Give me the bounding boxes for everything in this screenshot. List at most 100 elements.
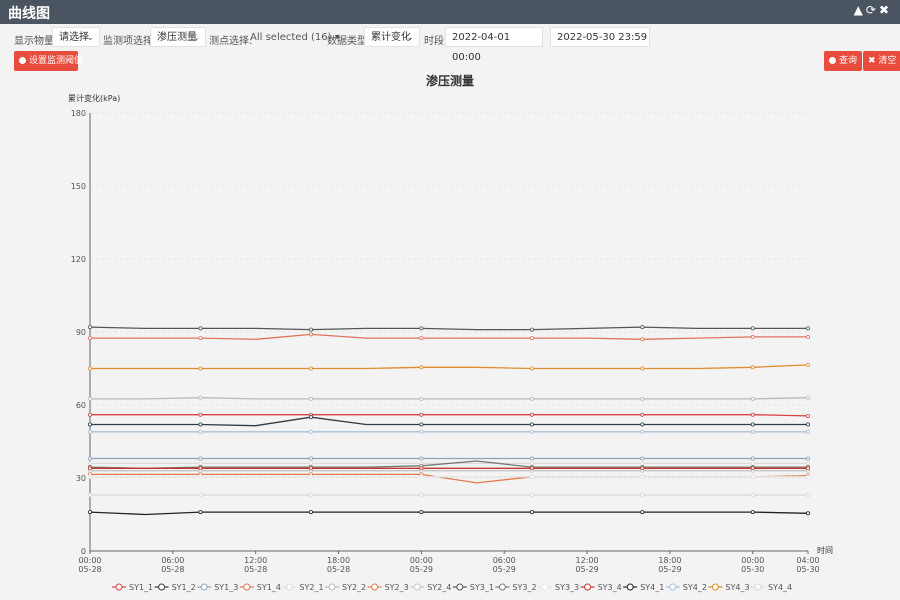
data-point-sy3_4	[308, 466, 313, 471]
x-tick-label-date: 05-28	[161, 565, 184, 574]
data-point-sy4_2	[419, 429, 424, 434]
start-time-input[interactable]: 2022-04-01 00:00	[445, 27, 543, 63]
point-label: 测点选择:	[209, 36, 253, 47]
data-point-sy3_1	[529, 327, 534, 332]
point-select[interactable]: All selected (16) ▾	[250, 32, 340, 43]
data-point-sy2_2	[419, 396, 424, 401]
chevron-down-icon: ⌄	[406, 33, 414, 43]
data-point-sy4_1	[529, 510, 534, 515]
x-tick-label-time: 12:00	[244, 556, 267, 565]
data-point-sy4_3	[806, 362, 811, 367]
data-point-sy1_3	[198, 456, 203, 461]
series-line-sy3_2	[89, 460, 808, 469]
legend-label: SY3_1	[470, 583, 494, 592]
threshold-button-label: 设置监测阈值	[29, 56, 84, 66]
data-point-sy4_1	[750, 510, 755, 515]
x-tick-label-time: 00:00	[741, 556, 764, 565]
data-point-sy4_2	[750, 429, 755, 434]
data-point-sy3_3	[419, 474, 424, 479]
caret-down-icon: ▾	[334, 32, 340, 43]
legend-label: SY4_1	[640, 583, 664, 592]
series-line-sy2_3	[90, 473, 809, 484]
legend-label: SY1_4	[257, 583, 281, 592]
close-icon[interactable]: ✖	[878, 3, 892, 17]
collapse-icon[interactable]: ▲	[853, 3, 866, 17]
end-time-input[interactable]: 2022-05-30 23:59	[550, 27, 650, 47]
data-point-sy1_4	[640, 337, 645, 342]
data-point-sy4_3	[198, 366, 203, 371]
clear-button[interactable]: ✖ 清空	[863, 51, 900, 71]
data-point-sy3_1	[308, 327, 313, 332]
axes: 030609012015018000:0005-2806:0005-2812:0…	[71, 109, 820, 574]
data-point-sy2_2	[750, 396, 755, 401]
series-line-sy1_4	[90, 333, 808, 340]
data-point-sy3_4	[419, 466, 424, 471]
datatype-label: 数据类型:	[327, 36, 371, 47]
data-point-sy3_1	[806, 326, 811, 331]
legend-label: SY2_2	[342, 583, 366, 592]
x-tick-label-date: 05-28	[244, 565, 267, 574]
query-button[interactable]: 查询	[824, 51, 863, 71]
legend-swatch-marker	[200, 583, 208, 591]
legend-label: SY2_3	[385, 583, 409, 592]
threshold-button[interactable]: 设置监测阈值	[14, 51, 83, 71]
series-lines	[88, 325, 811, 516]
y-axis-label: 累计变化(kPa)	[68, 93, 120, 103]
data-point-sy3_1	[88, 325, 93, 330]
data-point-sy1_1	[640, 412, 645, 417]
data-point-sy4_2	[806, 429, 811, 434]
data-point-sy2_2	[88, 396, 93, 401]
x-axis-label: 时间	[817, 545, 833, 555]
x-tick-label-time: 12:00	[576, 556, 599, 565]
data-point-sy3_3	[88, 474, 93, 479]
data-point-sy4_4	[419, 493, 424, 498]
legend-label: SY4_2	[683, 583, 707, 592]
search-icon	[829, 57, 836, 64]
legend-label: SY4_3	[725, 583, 749, 592]
x-tick-label-date: 05-29	[575, 565, 598, 574]
chevron-down-icon: ⌄	[86, 33, 94, 43]
datatype-select[interactable]: 累计变化 ⌄	[364, 27, 420, 47]
data-point-sy4_4	[750, 493, 755, 498]
clear-icon: ✖	[868, 56, 876, 66]
legend-swatch-marker	[413, 583, 421, 591]
monitor-select[interactable]: 渗压测量 ⌄	[150, 27, 206, 47]
window-titlebar: 曲线图 ▲⟳✖	[0, 0, 900, 24]
data-point-sy3_3	[806, 474, 811, 479]
data-point-sy2_1	[198, 461, 203, 466]
data-point-sy4_4	[806, 493, 811, 498]
data-point-sy3_1	[419, 326, 424, 331]
x-tick-label-date: 05-29	[493, 565, 516, 574]
data-point-sy2_2	[640, 396, 645, 401]
x-tick-label-date: 05-28	[327, 565, 350, 574]
display-select[interactable]: 请选择 ⌄	[52, 27, 100, 47]
legend: SY1_1 SY1_2 SY1_3 SY1_4 SY2_1 SY2_2 SY2_3 SY2_4…	[112, 583, 792, 592]
chevron-down-icon: ⌄	[192, 33, 200, 43]
x-tick-label-time: 18:00	[327, 556, 350, 565]
data-point-sy1_1	[529, 412, 534, 417]
data-point-sy3_4	[198, 466, 203, 471]
data-point-sy4_2	[640, 429, 645, 434]
data-point-sy4_1	[806, 511, 811, 516]
x-tick-label-time: 04:00	[796, 556, 819, 565]
data-point-sy2_1	[529, 461, 534, 466]
refresh-icon[interactable]: ⟳	[865, 3, 879, 17]
legend-swatch-marker	[371, 583, 379, 591]
monitor-select-value: 渗压测量	[157, 32, 197, 43]
window-title: 曲线图	[8, 6, 50, 22]
x-tick-label-time: 06:00	[493, 556, 516, 565]
x-tick-label-time: 06:00	[161, 556, 184, 565]
data-point-sy1_4	[419, 336, 424, 341]
data-point-sy3_3	[529, 474, 534, 479]
chart-title: 渗压测量	[426, 73, 474, 88]
data-point-sy1_4	[88, 336, 93, 341]
x-tick-label-date: 05-30	[796, 565, 819, 574]
data-point-sy1_1	[806, 413, 811, 418]
y-tick-label: 180	[71, 109, 86, 118]
x-tick-label-time: 18:00	[658, 556, 681, 565]
marker-icon	[19, 57, 26, 64]
y-tick-label: 120	[71, 255, 86, 264]
legend-label: SY1_2	[172, 583, 196, 592]
data-point-sy1_4	[308, 332, 313, 337]
y-tick-label: 0	[81, 547, 86, 556]
